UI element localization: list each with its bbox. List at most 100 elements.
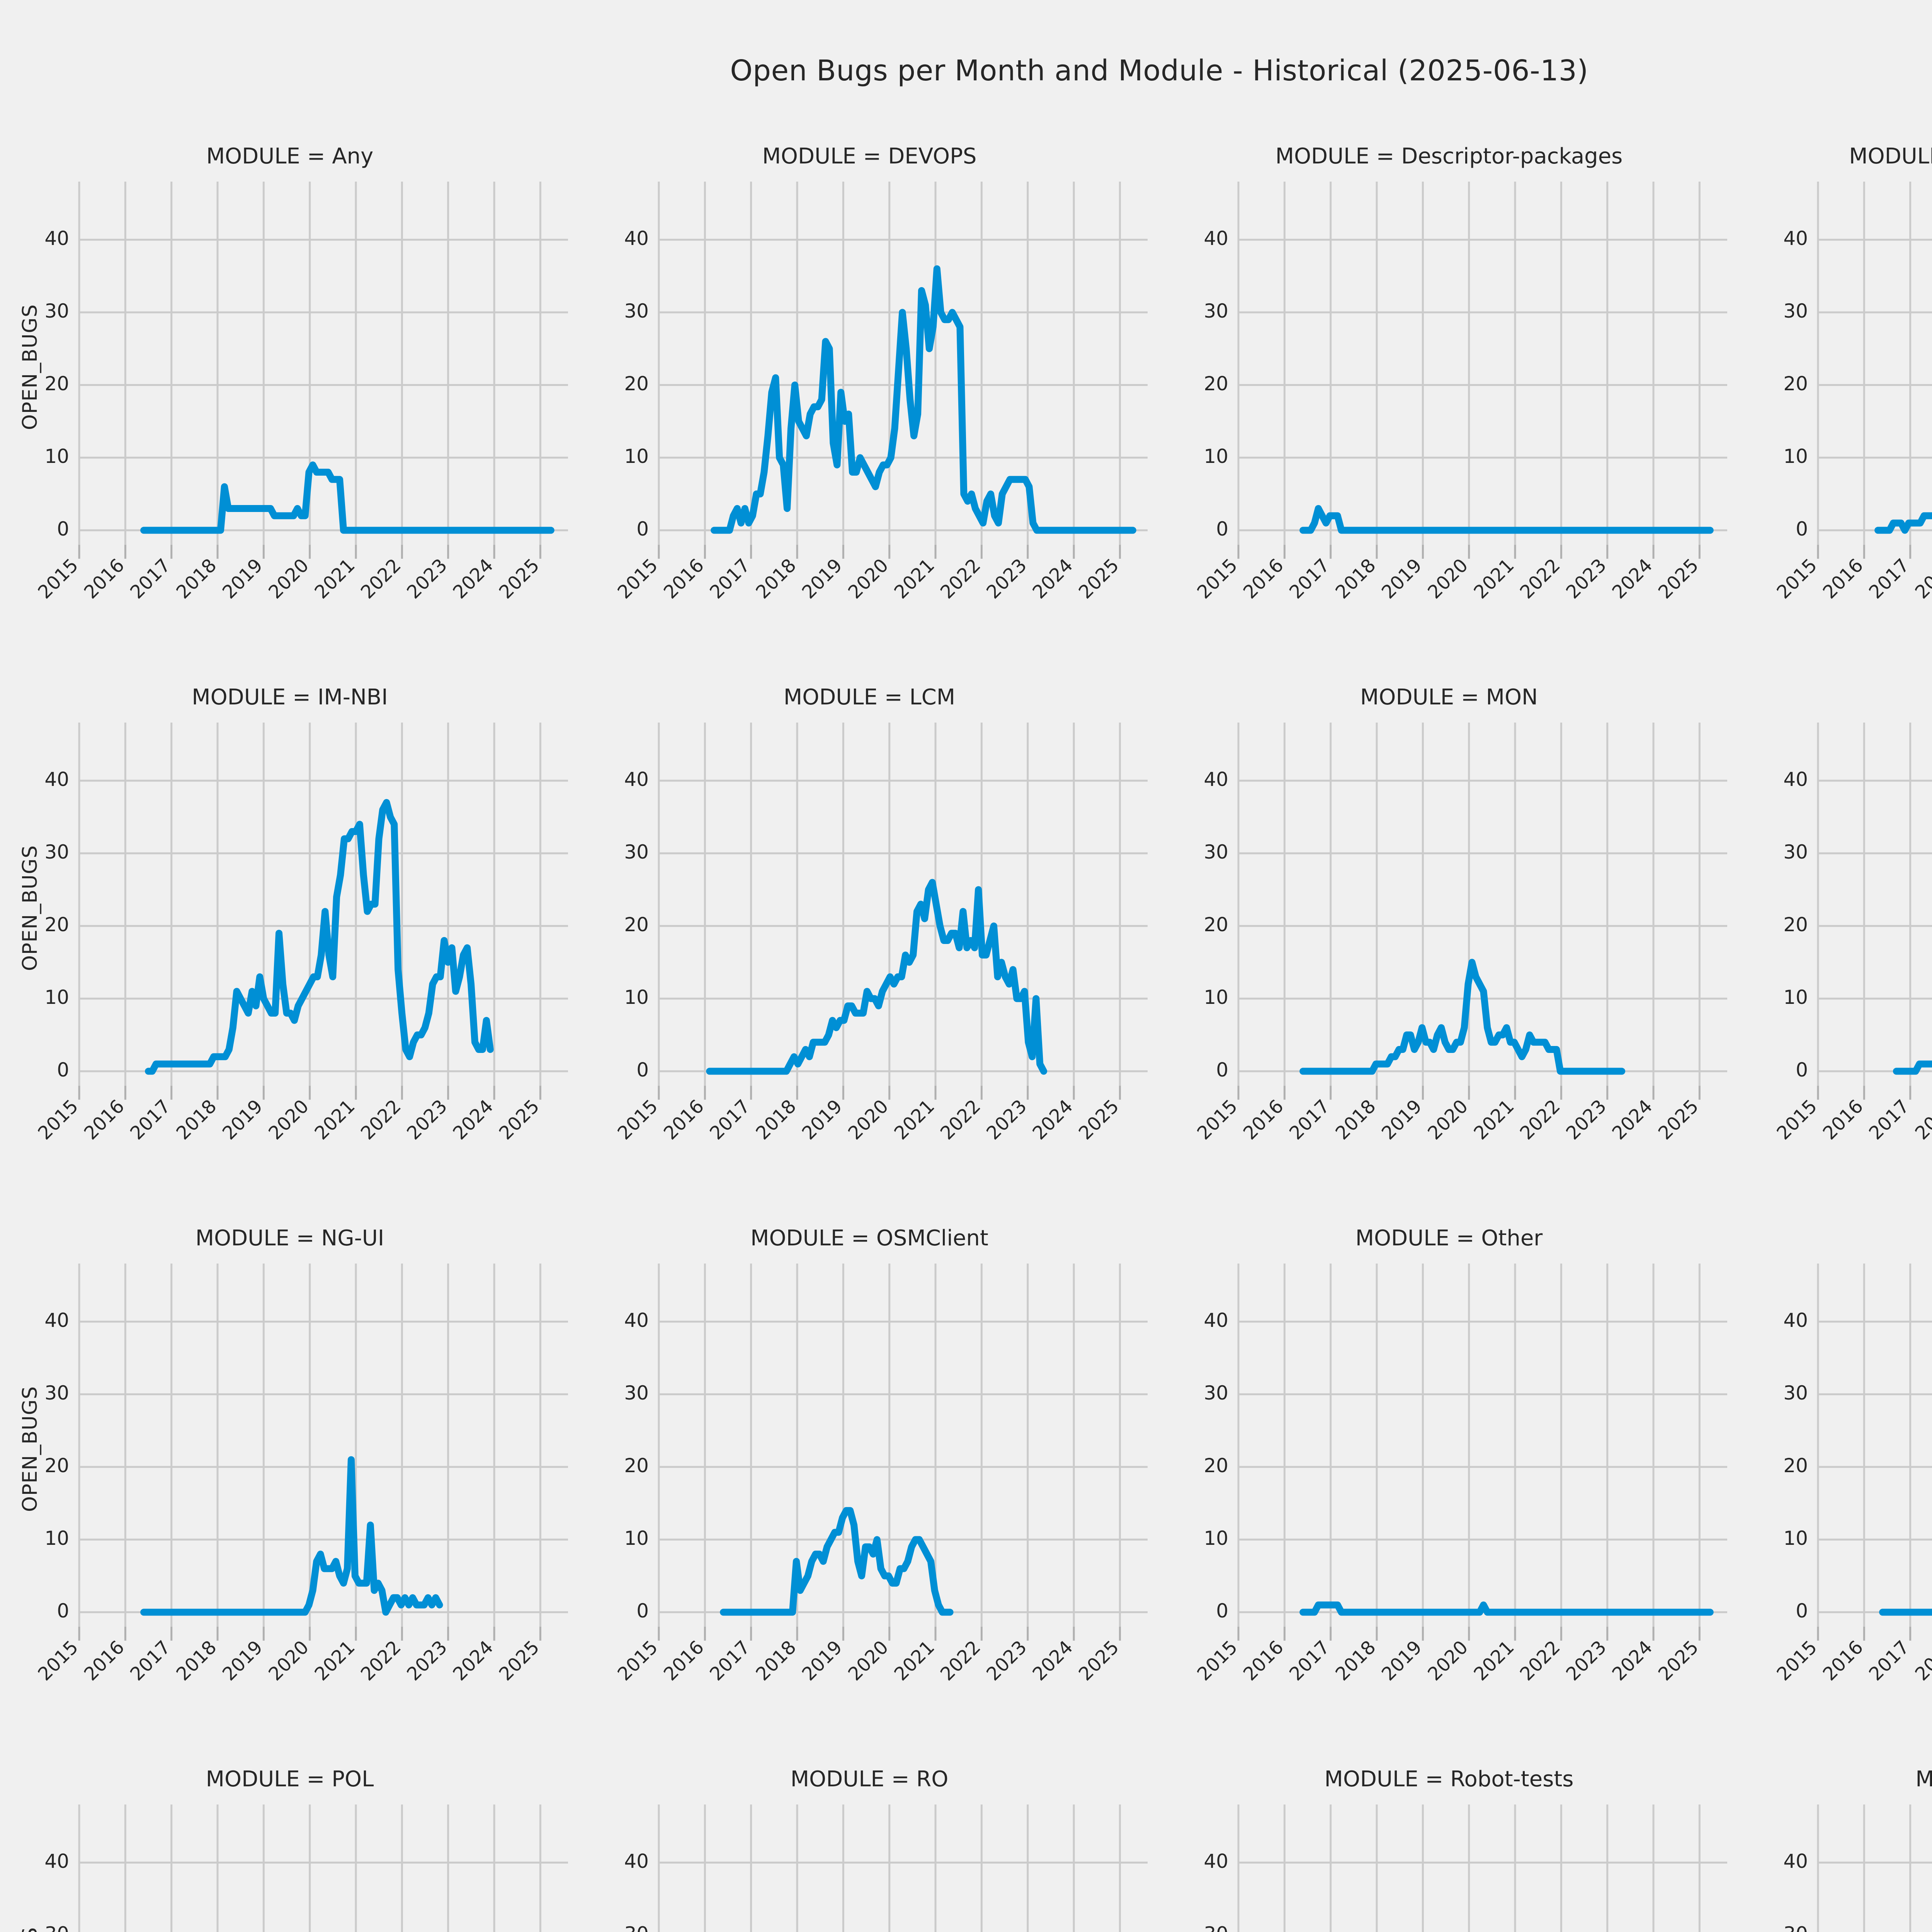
y-tick-label: 40 <box>1783 1850 1808 1872</box>
facet-mon: MODULE = MON 0 10 20 30 40 2015 2016 2017 2018 201… <box>1159 668 1739 1209</box>
facet-other: MODULE = Other 0 10 20 30 40 2015 2016 2017 2018 2… <box>1159 1209 1739 1750</box>
y-tick-label: 20 <box>1204 1454 1228 1477</box>
y-tick-label: 40 <box>1204 227 1228 250</box>
y-tick-label: 20 <box>44 372 69 395</box>
y-tick-label: 40 <box>44 227 69 250</box>
y-tick-label: 0 <box>636 1600 649 1622</box>
y-tick-label: 10 <box>44 986 69 1009</box>
series-line <box>1299 505 1714 534</box>
y-tick-label: 10 <box>624 445 649 468</box>
facet-axes: 0102030402015201620172018201920202021202… <box>1159 1797 1739 1932</box>
y-tick-label: 20 <box>44 913 69 936</box>
y-tick-label: 30 <box>1204 300 1228 322</box>
series-line <box>145 799 494 1075</box>
facet-unknown: MODULE = Unknown010203040201520162017201… <box>1739 1750 1932 1932</box>
facet-robot-tests: MODULE = Robot-tests 01020304020152016201… <box>1159 1750 1739 1932</box>
y-tick-label: 40 <box>1783 1309 1808 1332</box>
y-tick-label: 0 <box>1216 1600 1228 1622</box>
facet-ng-ui: MODULE = NG-UI 0 10 20 30 40 2015 2016 2017 2018 2… <box>0 1209 580 1750</box>
facet-devops: MODULE = DEVOPS 0 10 20 30 40 2015 2016 2017 2018… <box>580 128 1159 668</box>
y-tick-label: 10 <box>44 445 69 468</box>
series-line <box>1299 1601 1714 1616</box>
series-line <box>720 1507 954 1616</box>
y-tick-label: 30 <box>1783 1923 1808 1932</box>
y-tick-label: 10 <box>624 1527 649 1549</box>
y-tick-label: 0 <box>1796 1600 1808 1622</box>
facet-im-nbi: MODULE = IM-NBI 0 10 20 30 40 2015 2016 2017 2018… <box>0 668 580 1209</box>
facet-title: MODULE = PLA <box>1739 1226 1932 1251</box>
y-tick-label: 0 <box>1216 518 1228 540</box>
y-tick-label: 30 <box>1204 1923 1228 1932</box>
series-line <box>140 461 554 534</box>
facet-title: MODULE = N2VC <box>1739 685 1932 710</box>
y-tick-label: 10 <box>1204 445 1228 468</box>
y-tick-label: 10 <box>624 986 649 1009</box>
facet-title: MODULE = Documentation / Wiki <box>1849 144 1932 169</box>
facet-pla: MODULE = PLA0102030402015201620172018201… <box>1739 1209 1932 1750</box>
y-tick-label: 0 <box>1796 518 1808 540</box>
y-tick-label: 40 <box>624 1309 649 1332</box>
y-tick-label: 30 <box>44 1923 69 1932</box>
y-tick-label: 30 <box>44 300 69 322</box>
y-tick-label: 40 <box>44 768 69 791</box>
facet-title: MODULE = Any <box>206 144 374 169</box>
y-tick-label: 0 <box>57 518 69 540</box>
y-tick-label: 30 <box>1204 841 1228 863</box>
facet-title: MODULE = IM-NBI <box>192 685 388 710</box>
facet-title: MODULE = OSMClient <box>750 1226 988 1251</box>
facet-grid: MODULE = Any 0 10 20 30 40 2015 2016 2017 2018 201… <box>0 128 1932 1932</box>
facet-title: MODULE = DEVOPS <box>762 144 977 169</box>
y-tick-label: 40 <box>1783 768 1808 791</box>
y-tick-label: 20 <box>624 372 649 395</box>
y-tick-label: 20 <box>44 1454 69 1477</box>
y-tick-label: 30 <box>44 1382 69 1404</box>
facet-axes: 0102030402015201620172018201920202021202… <box>0 1797 580 1932</box>
y-tick-label: 30 <box>624 1923 649 1932</box>
series-line <box>711 265 1136 534</box>
y-tick-label: 20 <box>624 913 649 936</box>
y-tick-label: 30 <box>1783 1382 1808 1404</box>
facet-title: MODULE = LCM <box>783 685 956 710</box>
y-tick-label: 40 <box>1783 227 1808 250</box>
y-tick-label: 0 <box>57 1600 69 1622</box>
y-tick-label: 20 <box>1783 372 1808 395</box>
y-tick-label: 10 <box>1783 1527 1808 1549</box>
y-tick-label: 20 <box>1783 913 1808 936</box>
y-tick-label: 40 <box>1204 768 1228 791</box>
y-tick-label: 10 <box>1204 1527 1228 1549</box>
y-axis-label: OPEN_BUGS <box>19 1874 42 1932</box>
facet-title: MODULE = NG-UI <box>195 1226 384 1251</box>
facet-title: MODULE = Robot-tests <box>1324 1767 1574 1792</box>
y-tick-label: 30 <box>1204 1382 1228 1404</box>
y-tick-label: 0 <box>636 518 649 540</box>
facet-ro: MODULE = RO01020304020152016201720182019… <box>580 1750 1159 1932</box>
facet-title: MODULE = POL <box>206 1767 374 1792</box>
facet-pol: MODULE = POL0102030402015201620172018201… <box>0 1750 580 1932</box>
y-tick-label: 40 <box>1204 1309 1228 1332</box>
y-tick-label: 40 <box>44 1850 69 1872</box>
series-line <box>706 879 1048 1075</box>
facet-axes: 0102030402015201620172018201920202021202… <box>1739 1797 1932 1932</box>
y-tick-label: 40 <box>624 768 649 791</box>
facet-osmclient: MODULE = OSMClient 0 10 20 30 40 2015 2016 2017 2… <box>580 1209 1159 1750</box>
facet-axes: 0102030402015201620172018201920202021202… <box>1739 174 1932 668</box>
y-tick-label: 20 <box>1204 913 1228 936</box>
y-tick-label: 0 <box>57 1059 69 1081</box>
y-axis-label: OPEN_BUGS <box>19 1386 42 1512</box>
y-tick-label: 30 <box>1783 300 1808 322</box>
y-tick-label: 20 <box>624 1454 649 1477</box>
y-tick-label: 20 <box>1783 1454 1808 1477</box>
y-tick-label: 40 <box>624 1850 649 1872</box>
y-tick-label: 40 <box>624 227 649 250</box>
facet-axes: 0102030402015201620172018201920202021202… <box>1739 715 1932 1209</box>
facet-title: MODULE = Other <box>1355 1226 1543 1251</box>
y-tick-label: 0 <box>1796 1059 1808 1081</box>
facet-documentation-wiki: MODULE = Documentation / Wiki01020304020… <box>1739 128 1932 668</box>
